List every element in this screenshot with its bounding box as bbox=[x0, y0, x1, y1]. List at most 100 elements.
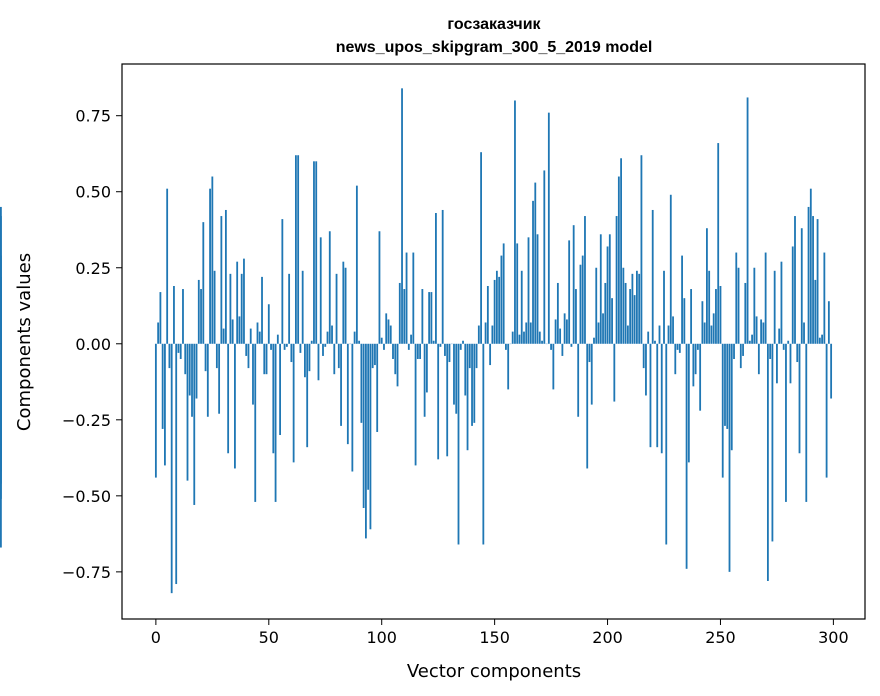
bar-121 bbox=[428, 292, 431, 344]
bar-263 bbox=[748, 340, 751, 344]
bar-221 bbox=[654, 340, 656, 344]
bar-90 bbox=[358, 340, 361, 344]
x-tick-label: 50 bbox=[259, 628, 279, 647]
bar-201 bbox=[608, 234, 611, 344]
bar-52 bbox=[272, 343, 275, 454]
bar-140 bbox=[471, 343, 473, 426]
bar-110 bbox=[403, 289, 406, 344]
bar-15 bbox=[188, 343, 191, 396]
bar-197 bbox=[599, 234, 602, 344]
bar-258 bbox=[737, 267, 740, 344]
bar-88 bbox=[353, 331, 356, 344]
bar-255 bbox=[730, 343, 733, 451]
bar-246 bbox=[710, 325, 713, 344]
bar-240 bbox=[696, 343, 699, 350]
bar-270 bbox=[764, 252, 767, 344]
bar-281 bbox=[789, 343, 792, 384]
bar-108 bbox=[398, 282, 401, 344]
bar-122 bbox=[430, 292, 433, 344]
bar-153 bbox=[500, 255, 503, 344]
bar-239 bbox=[694, 343, 697, 375]
bar-100 bbox=[380, 337, 383, 344]
bar-112 bbox=[407, 343, 410, 350]
bar-286 bbox=[800, 228, 803, 344]
bar-169 bbox=[536, 234, 539, 344]
bar-213 bbox=[636, 270, 638, 344]
bar-35 bbox=[234, 343, 236, 469]
bar-38 bbox=[240, 273, 243, 344]
bar-66 bbox=[304, 343, 306, 378]
bar-146 bbox=[484, 322, 487, 344]
bar-128 bbox=[444, 343, 446, 356]
bar-29 bbox=[220, 216, 223, 344]
bar-18 bbox=[195, 343, 198, 399]
bar-192 bbox=[588, 343, 591, 363]
bar-49 bbox=[265, 343, 268, 375]
bar-60 bbox=[290, 343, 293, 363]
bar-252 bbox=[724, 343, 726, 426]
bar-177 bbox=[554, 319, 557, 344]
bar-227 bbox=[667, 325, 670, 344]
bar-272 bbox=[769, 343, 772, 359]
bar-4 bbox=[164, 343, 166, 466]
bar-262 bbox=[746, 97, 749, 344]
bar-202 bbox=[611, 298, 613, 344]
bar-87 bbox=[351, 343, 354, 472]
bar-161 bbox=[518, 334, 521, 344]
bar-72 bbox=[317, 343, 320, 381]
bar-58 bbox=[285, 343, 288, 347]
bar-80 bbox=[335, 273, 338, 344]
bar-67 bbox=[306, 343, 309, 448]
y-tick-label: 0.00 bbox=[75, 335, 111, 354]
bar-101 bbox=[383, 343, 385, 350]
y-axis-label: Components values bbox=[14, 253, 35, 431]
bar-249 bbox=[717, 143, 720, 344]
bar-126 bbox=[439, 343, 442, 347]
bar-290 bbox=[809, 188, 812, 344]
bar-233 bbox=[681, 255, 683, 344]
bar-216 bbox=[642, 343, 645, 369]
bar-231 bbox=[676, 343, 679, 350]
bar-114 bbox=[412, 252, 415, 344]
bar-113 bbox=[410, 334, 412, 344]
bar-245 bbox=[708, 270, 711, 344]
x-tick-label: 150 bbox=[479, 628, 510, 647]
x-tick-label: 200 bbox=[592, 628, 623, 647]
bar-129 bbox=[446, 343, 449, 457]
bar-85 bbox=[346, 343, 349, 445]
bar-120 bbox=[425, 343, 428, 393]
bar-165 bbox=[527, 237, 530, 344]
bar-259 bbox=[739, 343, 742, 369]
bar-20 bbox=[200, 289, 202, 344]
bar-206 bbox=[620, 158, 622, 344]
y-axis: −0.75 −0.50 −0.25 0.00 0.25 0.50 0.75 bbox=[62, 107, 122, 582]
x-axis-label: Vector components bbox=[407, 661, 581, 682]
bar-243 bbox=[703, 322, 706, 344]
y-tick-label: −0.50 bbox=[62, 487, 111, 506]
bar-184 bbox=[570, 343, 573, 347]
bar-151 bbox=[495, 270, 498, 344]
bar-283 bbox=[794, 216, 796, 344]
bar-98 bbox=[376, 343, 379, 432]
x-axis: 0 50 100 150 200 250 300 bbox=[151, 619, 849, 647]
bar-225 bbox=[663, 270, 665, 344]
bar-188 bbox=[579, 264, 582, 344]
bar-76 bbox=[326, 331, 329, 344]
bar-265 bbox=[753, 267, 756, 344]
bar-21 bbox=[202, 222, 205, 344]
bar-277 bbox=[780, 261, 783, 344]
bar-103 bbox=[387, 319, 390, 344]
bar-253 bbox=[726, 343, 729, 429]
bar-185 bbox=[572, 225, 575, 344]
bar-139 bbox=[468, 343, 471, 369]
bar-27 bbox=[215, 343, 218, 369]
x-tick-label: 0 bbox=[151, 628, 161, 647]
bar-200 bbox=[606, 246, 609, 344]
bar-53 bbox=[274, 343, 277, 502]
y-tick-label: 0.25 bbox=[75, 259, 111, 278]
bar-267 bbox=[757, 343, 760, 375]
bar-159 bbox=[514, 100, 516, 344]
bar-111 bbox=[405, 252, 408, 344]
bar-54 bbox=[276, 334, 279, 344]
bar-160 bbox=[516, 243, 519, 344]
